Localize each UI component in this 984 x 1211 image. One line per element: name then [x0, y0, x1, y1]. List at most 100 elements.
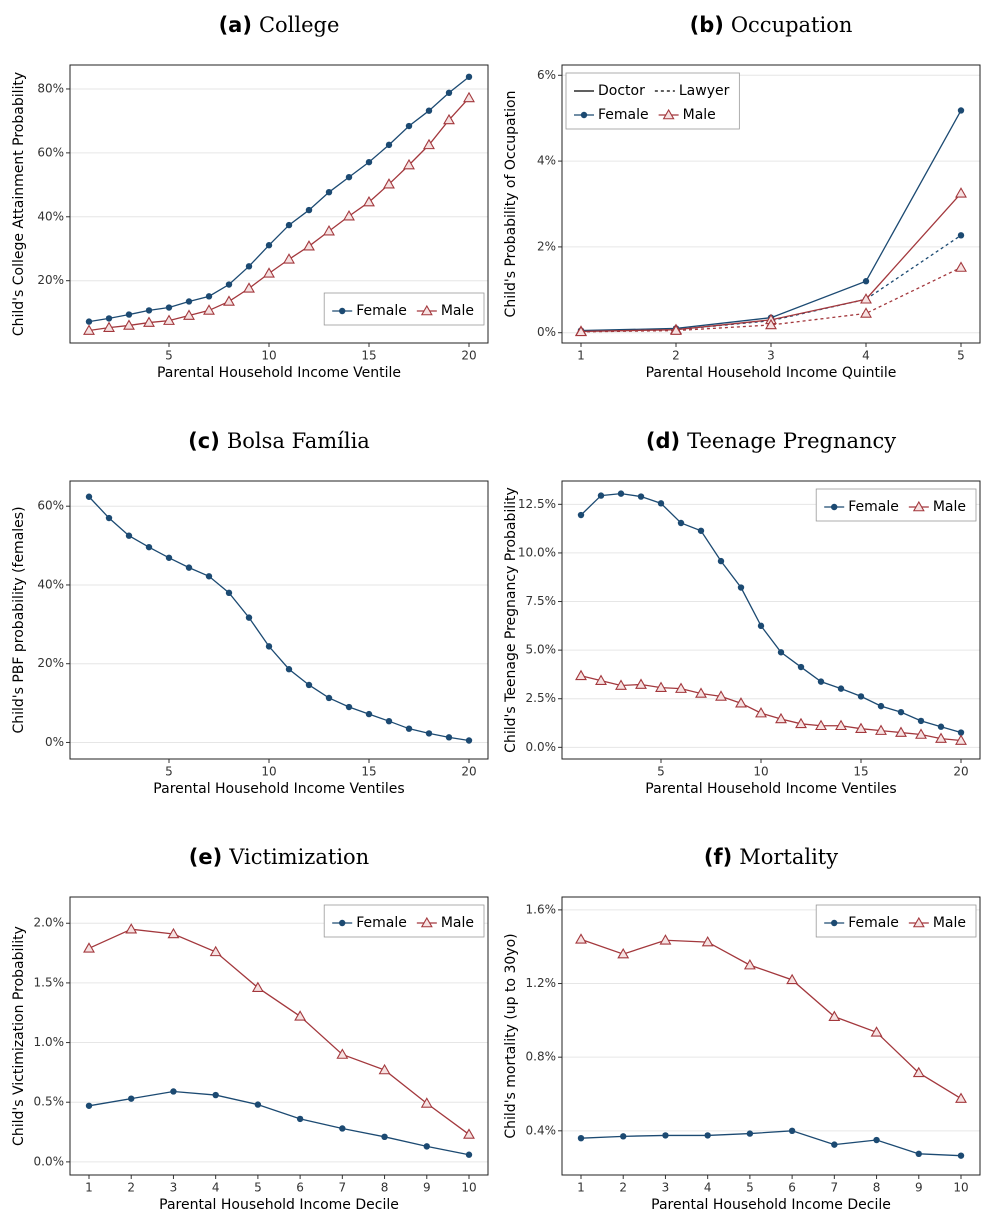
y-tick-label: 5.0%	[526, 643, 557, 657]
y-tick-label: 1.6%	[526, 902, 557, 916]
panel-title-text: Occupation	[731, 13, 853, 37]
x-axis-label: Parental Household Income Ventile	[157, 365, 401, 381]
marker	[575, 669, 587, 681]
legend: Doctor Lawyer Female Male	[565, 72, 740, 130]
marker	[143, 316, 155, 327]
marker	[955, 1092, 967, 1103]
marker	[577, 1134, 585, 1142]
marker	[245, 614, 253, 621]
x-tick-label: 5	[957, 349, 965, 363]
marker	[463, 1128, 475, 1139]
legend-marker	[420, 304, 433, 316]
marker	[105, 514, 113, 522]
x-tick-label: 7	[831, 1181, 839, 1195]
marker	[285, 221, 293, 229]
marker	[575, 325, 587, 337]
y-tick-label: 40%	[37, 209, 64, 223]
panel: (a) College 20% 40% 60% 80% 5 10 15 20 Parental Ho…	[11, 13, 489, 381]
marker	[385, 717, 393, 725]
marker	[777, 649, 785, 656]
legend-label: Male	[933, 915, 966, 931]
marker	[873, 1136, 880, 1144]
series-line	[580, 492, 962, 734]
marker	[125, 532, 133, 539]
y-axis-label: Child's Probability of Occupation	[503, 91, 519, 318]
marker	[895, 726, 907, 737]
y-tick-label: 1.2%	[526, 976, 557, 990]
marker	[659, 934, 672, 945]
panel-title: (c) Bolsa Família	[188, 429, 370, 454]
x-tick-label: 5	[254, 1181, 262, 1195]
marker	[915, 1150, 922, 1158]
series-line	[580, 938, 962, 1100]
plot-frame	[561, 896, 981, 1176]
marker	[254, 1101, 262, 1108]
marker	[897, 708, 905, 716]
marker	[343, 210, 355, 221]
series-line	[580, 110, 962, 332]
marker	[715, 690, 727, 701]
x-tick-label: 4	[212, 1181, 220, 1195]
marker	[251, 981, 264, 992]
marker	[85, 318, 93, 325]
marker	[425, 730, 433, 737]
marker	[85, 1102, 93, 1109]
y-axis-label: Child's College Attainment Probability	[11, 72, 27, 336]
x-tick-label: 3	[662, 1181, 670, 1195]
legend-box	[323, 292, 485, 326]
marker	[420, 1097, 433, 1108]
legend-label: Female	[356, 915, 407, 931]
y-axis-label: Child's PBF probability (females)	[11, 506, 27, 733]
marker	[323, 225, 335, 236]
legend-box	[815, 488, 977, 522]
marker	[915, 728, 927, 739]
marker	[385, 141, 393, 149]
marker	[245, 263, 253, 270]
marker	[128, 1095, 135, 1102]
marker	[212, 1091, 219, 1099]
marker	[955, 261, 967, 272]
marker	[336, 1048, 349, 1059]
x-tick-label: 2	[619, 1181, 627, 1195]
legend-label: Female	[848, 499, 899, 515]
marker	[345, 703, 353, 711]
panel-label: (b)	[690, 13, 724, 37]
marker	[717, 557, 725, 565]
panel-title-text: Victimization	[228, 845, 369, 869]
y-tick-label: 2.0%	[34, 916, 65, 930]
panel-label: (c)	[188, 429, 220, 453]
marker	[743, 959, 756, 970]
marker	[363, 195, 375, 207]
panel-title-text: Bolsa Família	[227, 429, 370, 453]
marker	[209, 945, 222, 957]
marker	[285, 666, 293, 673]
marker	[755, 707, 767, 718]
y-tick-label: 1.0%	[34, 1035, 65, 1049]
legend-marker	[912, 500, 925, 512]
legend-marker	[339, 307, 346, 315]
marker	[828, 1010, 841, 1021]
x-axis-label: Parental Household Income Ventiles	[645, 781, 896, 797]
marker	[205, 573, 213, 580]
marker	[203, 304, 215, 315]
legend-marker	[912, 916, 925, 928]
marker	[225, 589, 233, 597]
x-axis-label: Parental Household Income Decile	[651, 1197, 891, 1211]
marker	[463, 91, 475, 103]
x-tick-label: 20	[461, 765, 476, 779]
marker	[405, 122, 413, 130]
marker	[657, 500, 665, 507]
marker	[655, 681, 667, 692]
legend-marker	[831, 503, 838, 511]
y-tick-label: 20%	[37, 656, 64, 670]
plot-frame	[69, 480, 489, 760]
panel-title-text: Mortality	[739, 845, 838, 869]
marker	[325, 188, 333, 196]
marker	[185, 298, 193, 305]
marker	[243, 282, 255, 293]
marker	[294, 1010, 307, 1021]
marker	[831, 1141, 838, 1148]
marker	[163, 314, 175, 325]
marker	[701, 935, 714, 947]
marker	[265, 643, 273, 650]
